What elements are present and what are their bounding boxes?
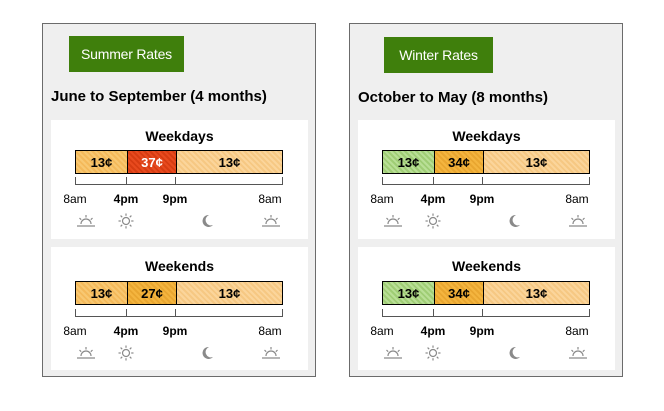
- winter-weekends-card: Weekends 13¢ 34¢ 13¢ 8am 4pm 9pm 8am: [358, 247, 615, 370]
- summer-weekdays-card: Weekdays 13¢ 37¢ 13¢ 8am 4pm 9pm 8am: [51, 120, 308, 239]
- peak-rate: 34¢: [434, 151, 483, 173]
- time-label-8am: 8am: [370, 324, 394, 338]
- winter-rates-button[interactable]: Winter Rates: [384, 37, 493, 73]
- time-label-8am: 8am: [370, 192, 394, 206]
- offpeak-rate-evening: 13¢: [176, 151, 282, 173]
- time-label-4pm: 4pm: [113, 192, 139, 206]
- rate-bar: 13¢ 34¢ 13¢: [382, 150, 590, 174]
- summer-period-title: June to September (4 months): [51, 88, 267, 105]
- time-label-4pm: 4pm: [420, 324, 446, 338]
- rate-bar: 13¢ 34¢ 13¢: [382, 281, 590, 305]
- time-label-8am-end: 8am: [565, 324, 589, 338]
- time-label-9pm: 9pm: [469, 192, 495, 206]
- sunrise-icon: [261, 213, 281, 229]
- sunrise-icon: [261, 345, 281, 361]
- superoffpeak-rate: 13¢: [383, 151, 434, 173]
- offpeak-rate-evening: 13¢: [483, 151, 589, 173]
- winter-period-title: October to May (8 months): [358, 89, 549, 106]
- time-axis: [75, 177, 283, 185]
- time-label-8am-end: 8am: [258, 192, 282, 206]
- summer-rates-panel: Summer Rates June to September (4 months…: [42, 23, 316, 377]
- sun-icon: [116, 213, 136, 229]
- weekdays-title: Weekdays: [145, 128, 214, 144]
- offpeak-rate-morning: 13¢: [76, 151, 127, 173]
- sun-icon: [423, 345, 443, 361]
- offpeak-rate-morning: 13¢: [76, 282, 127, 304]
- time-axis: [382, 309, 590, 317]
- weekends-title: Weekends: [452, 258, 521, 274]
- offpeak-rate-evening: 13¢: [176, 282, 282, 304]
- summer-weekends-card: Weekends 13¢ 27¢ 13¢ 8am 4pm 9pm 8am: [51, 247, 308, 370]
- time-label-4pm: 4pm: [420, 192, 446, 206]
- time-label-8am: 8am: [63, 192, 87, 206]
- sunrise-icon: [568, 345, 588, 361]
- offpeak-rate-evening: 13¢: [483, 282, 589, 304]
- sunrise-icon: [568, 213, 588, 229]
- moon-icon: [197, 345, 217, 361]
- time-label-9pm: 9pm: [162, 324, 188, 338]
- peak-rate: 37¢: [127, 151, 176, 173]
- summer-rates-button[interactable]: Summer Rates: [69, 36, 184, 72]
- weekends-title: Weekends: [145, 258, 214, 274]
- time-axis: [75, 309, 283, 317]
- time-label-9pm: 9pm: [469, 324, 495, 338]
- superoffpeak-rate: 13¢: [383, 282, 434, 304]
- sunrise-icon: [383, 213, 403, 229]
- time-label-8am-end: 8am: [565, 192, 589, 206]
- sun-icon: [423, 213, 443, 229]
- moon-icon: [504, 213, 524, 229]
- midpeak-rate: 34¢: [434, 282, 483, 304]
- rate-bar: 13¢ 37¢ 13¢: [75, 150, 283, 174]
- time-label-4pm: 4pm: [113, 324, 139, 338]
- moon-icon: [504, 345, 524, 361]
- winter-rates-panel: Winter Rates October to May (8 months) W…: [349, 23, 623, 377]
- sun-icon: [116, 345, 136, 361]
- moon-icon: [197, 213, 217, 229]
- winter-weekdays-card: Weekdays 13¢ 34¢ 13¢ 8am 4pm 9pm 8am: [358, 120, 615, 239]
- midpeak-rate: 27¢: [127, 282, 176, 304]
- sunrise-icon: [76, 345, 96, 361]
- sunrise-icon: [76, 213, 96, 229]
- weekdays-title: Weekdays: [452, 128, 521, 144]
- time-axis: [382, 177, 590, 185]
- sunrise-icon: [383, 345, 403, 361]
- rate-bar: 13¢ 27¢ 13¢: [75, 281, 283, 305]
- time-label-8am: 8am: [63, 324, 87, 338]
- time-label-9pm: 9pm: [162, 192, 188, 206]
- time-label-8am-end: 8am: [258, 324, 282, 338]
